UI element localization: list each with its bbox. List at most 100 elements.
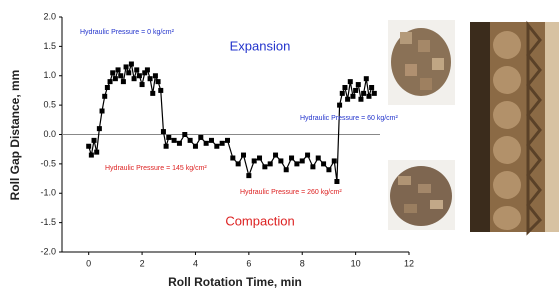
data-point bbox=[353, 88, 358, 93]
data-point bbox=[129, 62, 134, 67]
data-point bbox=[372, 91, 377, 96]
y-tick-label: 0.5 bbox=[43, 100, 56, 110]
data-point bbox=[100, 109, 105, 114]
data-point bbox=[150, 91, 155, 96]
data-point bbox=[214, 144, 219, 149]
photo-expanded bbox=[388, 20, 455, 105]
data-point bbox=[166, 135, 171, 140]
x-tick-label: 0 bbox=[86, 258, 91, 268]
data-point bbox=[198, 135, 203, 140]
data-point bbox=[316, 156, 321, 161]
photo-compacted bbox=[388, 160, 455, 230]
data-point bbox=[366, 94, 371, 99]
x-tick-label: 8 bbox=[300, 258, 305, 268]
y-tick-label: 2.0 bbox=[43, 11, 56, 21]
data-point bbox=[182, 132, 187, 137]
data-point bbox=[108, 79, 113, 84]
data-point bbox=[153, 73, 158, 78]
data-point bbox=[132, 76, 137, 81]
data-point bbox=[294, 161, 299, 166]
data-point bbox=[94, 150, 99, 155]
data-point bbox=[356, 82, 361, 87]
data-point bbox=[118, 73, 123, 78]
y-tick-label: -1.5 bbox=[40, 217, 56, 227]
data-point bbox=[345, 97, 350, 102]
photo-roll bbox=[470, 22, 559, 232]
data-point bbox=[92, 138, 97, 143]
data-point bbox=[121, 79, 126, 84]
figure: Roll Rotation Time, min Roll Gap Distanc… bbox=[0, 0, 559, 291]
data-point bbox=[348, 79, 353, 84]
data-point bbox=[268, 161, 273, 166]
data-point bbox=[361, 91, 366, 96]
data-point bbox=[140, 82, 145, 87]
data-point bbox=[284, 167, 289, 172]
data-point bbox=[105, 85, 110, 90]
data-point bbox=[305, 153, 310, 158]
annotation: Compaction bbox=[225, 213, 294, 228]
data-point bbox=[342, 85, 347, 90]
data-point bbox=[278, 158, 283, 163]
data-point bbox=[241, 153, 246, 158]
data-point bbox=[321, 161, 326, 166]
x-tick-label: 6 bbox=[246, 258, 251, 268]
annotation: Expansion bbox=[230, 38, 291, 53]
data-point bbox=[289, 156, 294, 161]
data-point bbox=[350, 94, 355, 99]
data-point bbox=[86, 144, 91, 149]
y-tick-label: -0.5 bbox=[40, 158, 56, 168]
data-point bbox=[164, 144, 169, 149]
data-point bbox=[252, 158, 257, 163]
data-point bbox=[193, 144, 198, 149]
data-point bbox=[230, 156, 235, 161]
y-tick-label: 1.5 bbox=[43, 41, 56, 51]
data-point bbox=[158, 88, 163, 93]
data-point bbox=[369, 85, 374, 90]
data-point bbox=[337, 103, 342, 108]
x-axis-label: Roll Rotation Time, min bbox=[168, 275, 302, 289]
data-point bbox=[326, 167, 331, 172]
annotation: Hydraulic Pressure = 145 kg/cm² bbox=[105, 165, 207, 172]
data-point bbox=[124, 64, 129, 69]
data-point bbox=[310, 164, 315, 169]
data-point bbox=[340, 91, 345, 96]
data-point bbox=[257, 156, 262, 161]
data-point bbox=[225, 138, 230, 143]
annotation: Hydraulic Pressure = 0 kg/cm² bbox=[80, 29, 175, 36]
data-point bbox=[188, 138, 193, 143]
data-point bbox=[332, 158, 337, 163]
data-point bbox=[102, 94, 107, 99]
data-point bbox=[126, 70, 131, 75]
data-point bbox=[364, 76, 369, 81]
data-point bbox=[172, 138, 177, 143]
y-tick-label: -1.0 bbox=[40, 188, 56, 198]
data-point bbox=[334, 179, 339, 184]
data-point bbox=[358, 97, 363, 102]
data-point bbox=[137, 73, 142, 78]
y-tick-label: -2.0 bbox=[40, 246, 56, 256]
data-point bbox=[97, 126, 102, 131]
x-tick-label: 12 bbox=[404, 258, 414, 268]
data-point bbox=[209, 138, 214, 143]
data-point bbox=[204, 141, 209, 146]
data-point bbox=[89, 153, 94, 158]
x-tick-label: 10 bbox=[351, 258, 361, 268]
data-point bbox=[220, 141, 225, 146]
data-point bbox=[177, 141, 182, 146]
y-axis-label: Roll Gap Distance, mm bbox=[8, 70, 22, 201]
data-point bbox=[273, 153, 278, 158]
annotation: Hydraulic Pressure = 60 kg/cm² bbox=[300, 115, 399, 122]
y-tick-label: 1.0 bbox=[43, 70, 56, 80]
data-point bbox=[110, 70, 115, 75]
data-point bbox=[134, 67, 139, 72]
data-point bbox=[116, 67, 121, 72]
data-point bbox=[262, 164, 267, 169]
data-point bbox=[300, 158, 305, 163]
x-tick-label: 4 bbox=[193, 258, 198, 268]
data-point bbox=[113, 76, 118, 81]
annotation: Hydraulic Pressure = 260 kg/cm² bbox=[240, 189, 342, 196]
data-point bbox=[236, 161, 241, 166]
data-point bbox=[246, 173, 251, 178]
x-tick-label: 2 bbox=[140, 258, 145, 268]
data-point bbox=[156, 79, 161, 84]
